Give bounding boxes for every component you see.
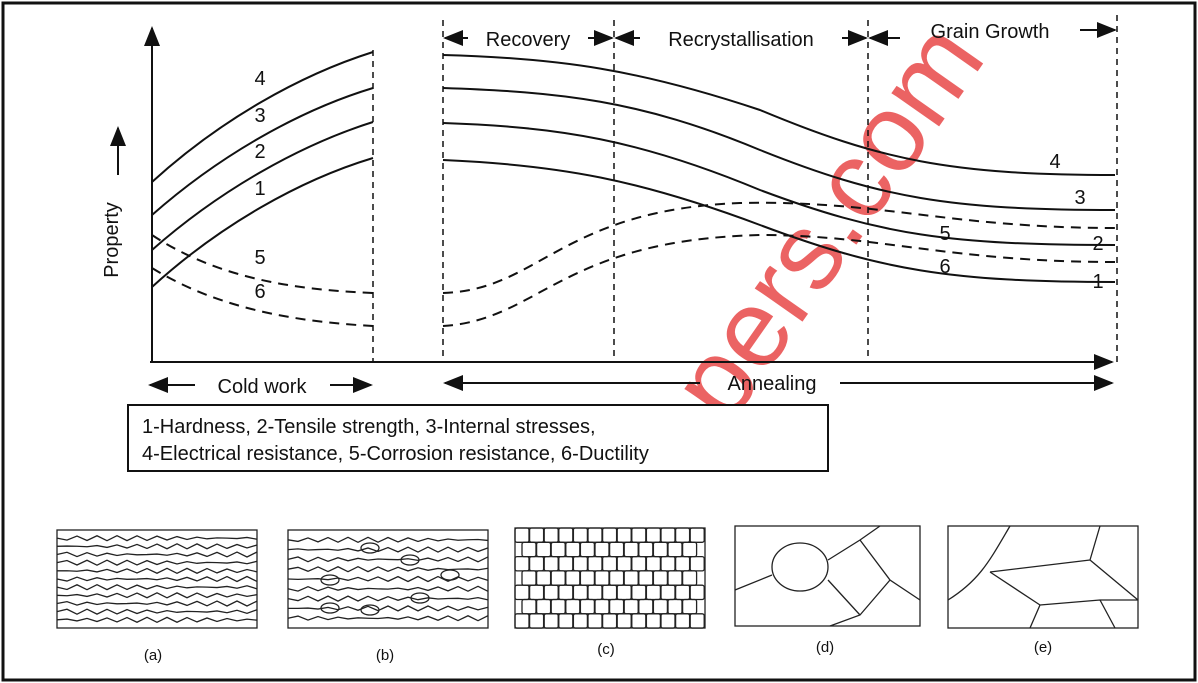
texture (56, 592, 258, 599)
texture (681, 541, 698, 558)
curve-label: 4 (1049, 151, 1060, 173)
texture (287, 615, 489, 622)
texture (689, 527, 705, 543)
texture (56, 551, 258, 558)
legend-box (127, 404, 829, 472)
curve-label: 6 (939, 256, 950, 278)
texture (56, 575, 258, 583)
curve-label: 6 (254, 281, 265, 303)
legend-line: 1-Hardness, 2-Tensile strength, 3-Intern… (142, 416, 596, 438)
texture (56, 600, 258, 607)
texture (360, 542, 380, 554)
micro-label: (d) (816, 639, 834, 656)
microstructures (56, 525, 1139, 629)
axes (144, 26, 1114, 370)
texture (689, 555, 705, 572)
texture (56, 543, 258, 550)
texture (681, 598, 698, 615)
stage-label: Recrystallisation (668, 29, 814, 51)
texture (56, 616, 258, 624)
curve-label: 5 (939, 223, 950, 245)
legend-line: 4-Electrical resistance, 5-Corrosion res… (142, 443, 649, 465)
texture (287, 546, 489, 553)
stage-dividers (372, 15, 1118, 362)
stage-label: Recovery (486, 29, 570, 51)
curves (151, 51, 1116, 327)
texture (440, 569, 460, 581)
texture (287, 585, 489, 592)
texture (320, 602, 340, 614)
texture (56, 559, 258, 566)
texture (400, 554, 420, 566)
texture (360, 604, 380, 616)
texture (287, 536, 489, 544)
texture (287, 556, 489, 563)
axis-label: Property (101, 202, 123, 278)
curve-label: 2 (1092, 233, 1103, 255)
stage-label: Annealing (728, 373, 817, 395)
stage-label: Cold work (218, 376, 308, 398)
texture (410, 592, 430, 604)
micro-label: (b) (376, 647, 394, 664)
curve-label: 3 (254, 105, 265, 127)
micro-label: (a) (144, 647, 162, 664)
curve-label: 5 (254, 247, 265, 269)
stage-label: Grain Growth (931, 21, 1050, 43)
curve-label: 3 (1074, 187, 1085, 209)
texture (689, 584, 705, 601)
texture (56, 583, 258, 591)
texture (681, 570, 698, 586)
stage-arrows (148, 22, 1117, 393)
micro-label: (c) (597, 641, 615, 658)
curve-label: 4 (254, 68, 265, 90)
texture (56, 567, 258, 575)
curve-label: 2 (254, 141, 265, 163)
texture (287, 565, 489, 573)
texture (689, 613, 705, 629)
texture (56, 534, 258, 542)
curve-label: 1 (1092, 271, 1103, 293)
texture (287, 595, 489, 602)
texture (56, 608, 258, 615)
texture (320, 574, 340, 586)
curve-label: 1 (254, 178, 265, 200)
micro-label: (e) (1034, 639, 1052, 656)
